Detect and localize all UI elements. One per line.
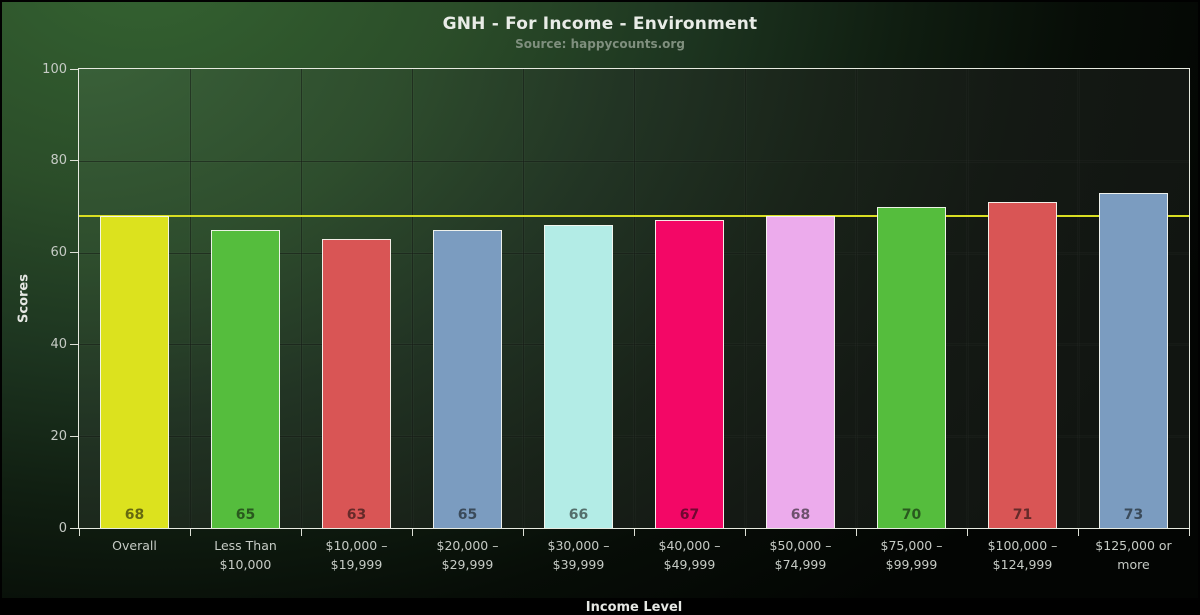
gridline-v-2 [301,69,302,528]
y-axis-title: Scores [16,273,32,323]
bar-value-label: 63 [346,507,367,523]
bar-8: 71 [988,202,1057,528]
x-category-label-2: $10,000 – $19,999 [325,538,388,572]
x-tick-7 [855,529,857,536]
y-tick-80 [70,160,78,162]
bar-6: 68 [766,215,835,528]
x-category-label-8: $100,000 – $124,999 [987,538,1058,572]
x-tick-1 [189,529,191,536]
chart-subtitle: Source: happycounts.org [515,37,685,51]
y-tick-label-20: 20 [50,428,67,444]
gridline-v-3 [412,69,413,528]
y-tick-label-40: 40 [50,336,67,352]
x-tick-3 [411,529,413,536]
gridline-v-9 [1078,69,1079,528]
x-category-label-6: $50,000 – $74,999 [769,538,832,572]
y-tick-0 [70,527,78,529]
y-tick-20 [70,435,78,437]
bar-1: 65 [211,229,280,528]
x-tick-4 [522,529,524,536]
x-tick-8 [966,529,968,536]
gridline-v-4 [523,69,524,528]
gridline-v-5 [634,69,635,528]
y-tick-label-60: 60 [50,245,67,261]
bar-value-label: 70 [901,507,922,523]
x-tick-6 [744,529,746,536]
bar-9: 73 [1099,192,1168,528]
x-category-label-4: $30,000 – $39,999 [547,538,610,572]
gridline-v-7 [856,69,857,528]
y-tick-100 [70,68,78,70]
gridline-v-1 [190,69,191,528]
bar-2: 63 [322,238,391,528]
x-category-label-9: $125,000 or more [1095,538,1172,572]
y-tick-label-0: 0 [58,520,67,536]
chart-title: GNH - For Income - Environment [442,14,758,34]
x-tick-0 [78,529,80,536]
gridline-v-6 [745,69,746,528]
reference-line [79,215,1189,217]
y-tick-label-80: 80 [50,153,67,169]
bar-value-label: 68 [124,507,145,523]
bar-0: 68 [100,215,169,528]
x-category-label-1: Less Than $10,000 [214,538,277,572]
x-tick-5 [633,529,635,536]
gridline-v-8 [967,69,968,528]
x-tick-2 [300,529,302,536]
plot-area: 68 65 63 65 66 67 68 70 71 73 [78,68,1190,529]
bar-value-label: 67 [679,507,700,523]
bar-value-label: 65 [457,507,478,523]
bar-value-label: 68 [790,507,811,523]
x-category-label-5: $40,000 – $49,999 [658,538,721,572]
bar-5: 67 [655,220,724,528]
bar-value-label: 66 [568,507,589,523]
x-axis-title: Income Level [585,600,683,615]
x-tick-10 [1188,529,1190,536]
bar-value-label: 73 [1123,507,1144,523]
x-category-label-3: $20,000 – $29,999 [436,538,499,572]
bar-value-label: 65 [235,507,256,523]
y-tick-label-100: 100 [42,61,67,77]
bar-7: 70 [877,206,946,528]
bar-4: 66 [544,225,613,528]
y-tick-60 [70,252,78,254]
x-category-label-7: $75,000 – $99,999 [880,538,943,572]
bar-3: 65 [433,229,502,528]
x-tick-9 [1077,529,1079,536]
x-category-label-0: Overall [112,538,157,553]
bar-value-label: 71 [1012,507,1033,523]
y-tick-40 [70,343,78,346]
